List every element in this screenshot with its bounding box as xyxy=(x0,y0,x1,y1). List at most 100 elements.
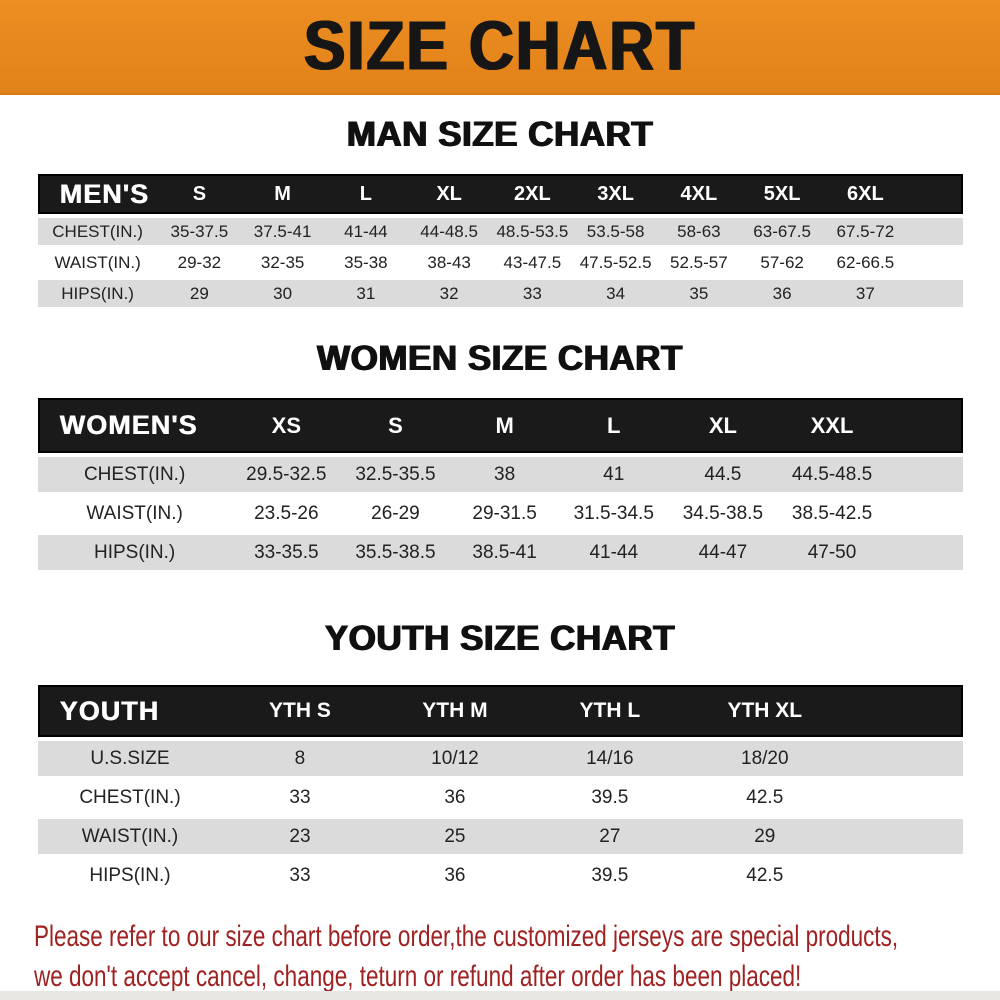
size-value-cell: 58-63 xyxy=(657,218,741,245)
size-value-cell: 63-67.5 xyxy=(740,218,824,245)
banner-title: SIZE CHART xyxy=(304,7,696,86)
size-column-header: XL xyxy=(407,174,491,214)
size-column-header: YTH M xyxy=(377,685,533,737)
table-group-label: WOMEN'S xyxy=(37,398,232,453)
size-value-cell: 44.5-48.5 xyxy=(777,457,887,492)
size-value-cell: 62-66.5 xyxy=(823,249,907,276)
measurement-row-label: HIPS(IN.) xyxy=(37,280,158,307)
measurement-row-label: HIPS(IN.) xyxy=(37,858,223,893)
size-column-header: S xyxy=(340,398,451,453)
section-men: MAN SIZE CHART MEN'S S M L XL 2XL 3XL 4XL 5XL 6XL… xyxy=(0,114,1000,311)
size-value-cell: 8 xyxy=(222,741,378,776)
size-column-header: S xyxy=(157,174,241,214)
row-spacer-cell xyxy=(907,249,963,276)
size-value-cell: 37 xyxy=(823,280,907,307)
size-value-cell: 38-43 xyxy=(407,249,491,276)
measurement-row: CHEST(IN.) 33 36 39.5 42.5 xyxy=(37,780,963,815)
size-chart-banner: SIZE CHART xyxy=(0,0,1000,95)
row-spacer-cell xyxy=(886,535,963,570)
men-section-heading: MAN SIZE CHART xyxy=(346,115,654,154)
measurement-row: U.S.SIZE 8 10/12 14/16 18/20 xyxy=(37,741,963,776)
size-column-header: YTH XL xyxy=(687,685,843,737)
size-value-cell: 29 xyxy=(687,819,843,854)
measurement-row: CHEST(IN.) 35-37.5 37.5-41 41-44 44-48.5 48.5… xyxy=(37,218,963,245)
size-value-cell: 41 xyxy=(559,457,669,492)
size-value-cell: 30 xyxy=(241,280,325,307)
youth-size-table: YOUTH YTH S YTH M YTH L YTH XL U.S.SIZE 8 10/12… xyxy=(37,681,963,897)
size-value-cell: 48.5-53.5 xyxy=(490,218,574,245)
measurement-row: HIPS(IN.) 33-35.5 35.5-38.5 38.5-41 41-44 44-… xyxy=(37,535,963,570)
size-value-cell: 31 xyxy=(324,280,408,307)
youth-section-heading: YOUTH SIZE CHART xyxy=(324,619,676,658)
size-value-cell: 37.5-41 xyxy=(241,218,325,245)
table-group-label: MEN'S xyxy=(37,174,158,214)
size-value-cell: 42.5 xyxy=(687,780,843,815)
size-value-cell: 39.5 xyxy=(532,780,688,815)
size-value-cell: 44-48.5 xyxy=(407,218,491,245)
size-header-row: YOUTH YTH S YTH M YTH L YTH XL xyxy=(37,685,963,737)
size-header-row: MEN'S S M L XL 2XL 3XL 4XL 5XL 6XL xyxy=(37,174,963,214)
measurement-row-label: WAIST(IN.) xyxy=(37,819,223,854)
size-value-cell: 23.5-26 xyxy=(231,496,341,531)
row-spacer-cell xyxy=(842,780,963,815)
size-value-cell: 47-50 xyxy=(777,535,887,570)
size-value-cell: 42.5 xyxy=(687,858,843,893)
row-spacer-cell xyxy=(907,280,963,307)
size-value-cell: 29 xyxy=(157,280,241,307)
measurement-row: WAIST(IN.) 29-32 32-35 35-38 38-43 43-47.5 47.… xyxy=(37,249,963,276)
bottom-edge-strip xyxy=(0,991,1000,1000)
section-women: WOMEN SIZE CHART WOMEN'S XS S M L XL XXL CHEST(… xyxy=(0,338,1000,574)
size-value-cell: 29.5-32.5 xyxy=(231,457,341,492)
header-spacer-cell xyxy=(842,685,963,737)
size-value-cell: 57-62 xyxy=(740,249,824,276)
row-spacer-cell xyxy=(886,457,963,492)
size-value-cell: 44-47 xyxy=(668,535,778,570)
measurement-row-label: CHEST(IN.) xyxy=(37,780,223,815)
row-spacer-cell xyxy=(842,741,963,776)
row-spacer-cell xyxy=(886,496,963,531)
row-spacer-cell xyxy=(842,819,963,854)
size-column-header: 4XL xyxy=(657,174,741,214)
size-value-cell: 36 xyxy=(377,780,533,815)
row-spacer-cell xyxy=(907,218,963,245)
size-column-header: YTH S xyxy=(222,685,378,737)
size-value-cell: 47.5-52.5 xyxy=(574,249,658,276)
table-group-label: YOUTH xyxy=(37,685,223,737)
size-column-header: 6XL xyxy=(823,174,907,214)
measurement-row: WAIST(IN.) 23 25 27 29 xyxy=(37,819,963,854)
size-column-header: 5XL xyxy=(740,174,824,214)
measurement-row-label: HIPS(IN.) xyxy=(37,535,232,570)
size-value-cell: 27 xyxy=(532,819,688,854)
women-size-table: WOMEN'S XS S M L XL XXL CHEST(IN.) 29.5-32.5 32.5… xyxy=(37,394,963,574)
size-value-cell: 43-47.5 xyxy=(490,249,574,276)
size-value-cell: 44.5 xyxy=(668,457,778,492)
section-youth: YOUTH SIZE CHART YOUTH YTH S YTH M YTH L YTH… xyxy=(0,618,1000,897)
disclaimer-line-2: we don't accept cancel, change, teturn o… xyxy=(34,960,802,993)
size-value-cell: 35-38 xyxy=(324,249,408,276)
size-value-cell: 29-32 xyxy=(157,249,241,276)
measurement-row-label: CHEST(IN.) xyxy=(37,457,232,492)
size-value-cell: 34 xyxy=(574,280,658,307)
size-value-cell: 36 xyxy=(740,280,824,307)
measurement-row-label: U.S.SIZE xyxy=(37,741,223,776)
size-value-cell: 35.5-38.5 xyxy=(340,535,451,570)
size-value-cell: 36 xyxy=(377,858,533,893)
size-value-cell: 67.5-72 xyxy=(823,218,907,245)
size-header-row: WOMEN'S XS S M L XL XXL xyxy=(37,398,963,453)
header-spacer-cell xyxy=(886,398,963,453)
size-value-cell: 52.5-57 xyxy=(657,249,741,276)
size-column-header: XL xyxy=(668,398,778,453)
size-column-header: M xyxy=(241,174,325,214)
size-value-cell: 34.5-38.5 xyxy=(668,496,778,531)
size-value-cell: 23 xyxy=(222,819,378,854)
size-value-cell: 38.5-42.5 xyxy=(777,496,887,531)
size-column-header: XS xyxy=(231,398,341,453)
size-value-cell: 38 xyxy=(450,457,560,492)
size-value-cell: 38.5-41 xyxy=(450,535,560,570)
size-value-cell: 14/16 xyxy=(532,741,688,776)
women-section-heading: WOMEN SIZE CHART xyxy=(317,339,683,378)
size-value-cell: 33 xyxy=(222,780,378,815)
size-value-cell: 32.5-35.5 xyxy=(340,457,451,492)
size-value-cell: 41-44 xyxy=(324,218,408,245)
size-column-header: YTH L xyxy=(532,685,688,737)
